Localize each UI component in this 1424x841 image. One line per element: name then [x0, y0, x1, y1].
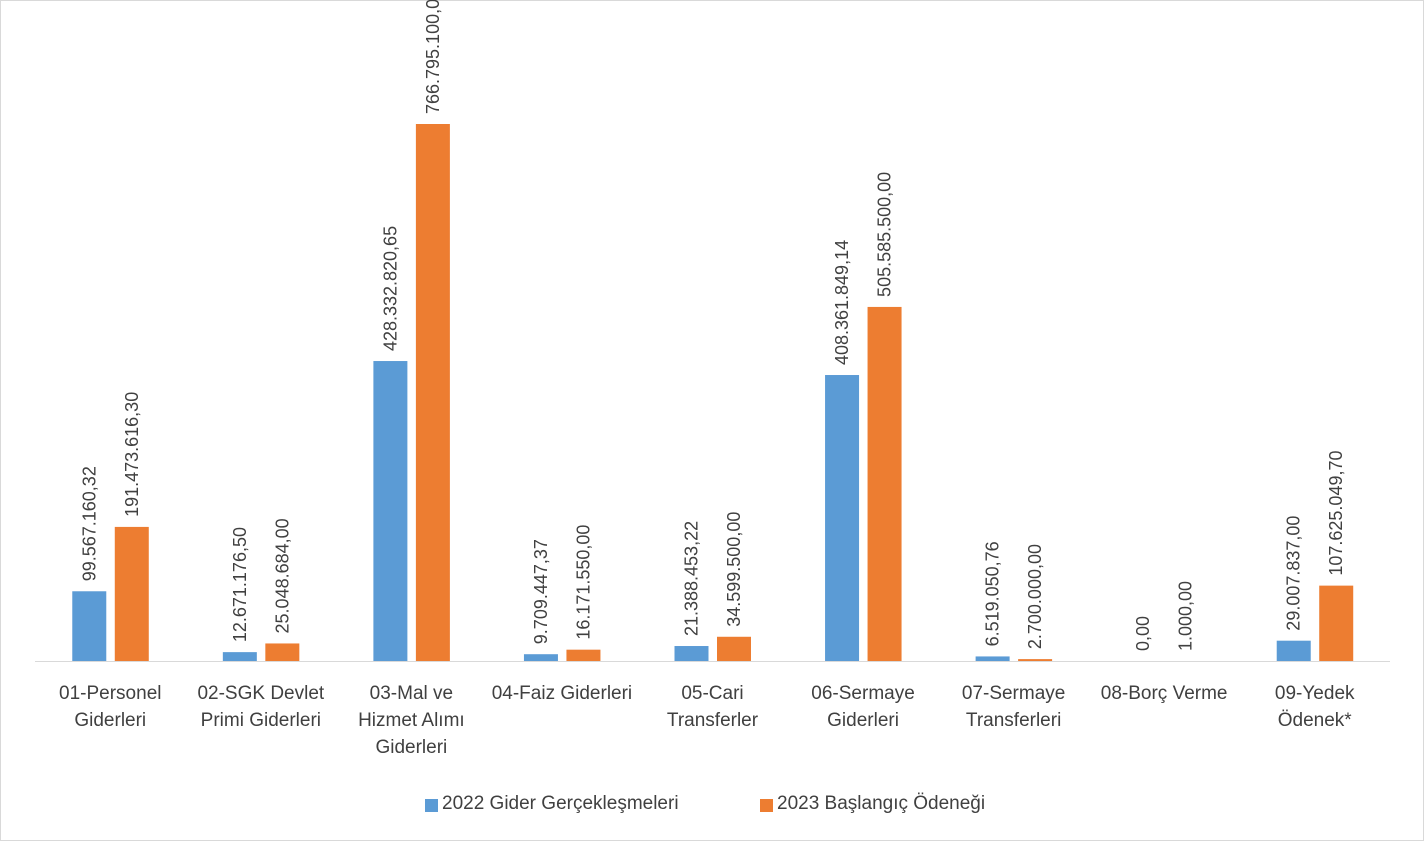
bar [825, 375, 860, 661]
value-label: 428.332.820,65 [380, 226, 400, 351]
x-tick-label: 01-Personel Giderleri [59, 683, 162, 731]
value-label: 34.599.500,00 [724, 512, 744, 627]
value-label: 408.361.849,14 [832, 240, 852, 365]
bar [523, 654, 558, 661]
bar [717, 636, 751, 661]
bar [114, 526, 149, 661]
value-label: 2.700.000,00 [1025, 544, 1045, 649]
value-label: 191.473.616,30 [122, 392, 142, 517]
legend-label: 2023 Başlangıç Ödeneği [777, 793, 986, 814]
bar [1018, 659, 1053, 661]
x-tick-label: 07-Sermaye Transferleri [961, 683, 1066, 731]
value-label: 25.048.684,00 [272, 518, 292, 633]
bar [415, 124, 450, 661]
value-label: 107.625.049,70 [1326, 451, 1346, 576]
x-tick-label: 05-Cari Transferler [666, 683, 759, 731]
bar [373, 361, 408, 661]
value-label: 9.709.447,37 [531, 539, 551, 644]
value-label: 6.519.050,76 [983, 541, 1003, 646]
x-tick-label: 09-Yedek Ödenek* [1274, 683, 1355, 731]
bar [566, 649, 601, 661]
value-label: 99.567.160,32 [79, 466, 99, 581]
x-tick-label: 03-Mal ve Hizmet Alımı Giderleri [358, 683, 465, 758]
bar [222, 652, 257, 661]
bar [1276, 640, 1311, 661]
value-label: 12.671.176,50 [230, 527, 250, 642]
value-label: 21.388.453,22 [682, 521, 702, 636]
value-label: 0,00 [1133, 616, 1153, 651]
value-label: 16.171.550,00 [573, 525, 593, 640]
bar [265, 643, 300, 661]
bar [1319, 585, 1354, 661]
legend-swatch [425, 799, 438, 812]
bar [674, 646, 709, 661]
bar [975, 656, 1010, 661]
bar [72, 591, 107, 661]
legend-label: 2022 Gider Gerçekleşmeleri [442, 793, 679, 814]
value-label: 505.585.500,00 [875, 172, 895, 297]
value-label: 1.000,00 [1176, 581, 1196, 651]
x-tick-label: 06-Sermaye Giderleri [811, 683, 915, 731]
value-label: 766.795.100,00 [423, 0, 443, 114]
x-tick-label: 08-Borç Verme [1100, 683, 1228, 704]
legend-swatch [760, 799, 773, 812]
x-tick-label: 02-SGK Devlet Primi Giderleri [197, 683, 325, 731]
value-label: 29.007.837,00 [1284, 516, 1304, 631]
x-tick-label: 04-Faiz Giderleri [491, 683, 633, 704]
bar [867, 306, 902, 661]
